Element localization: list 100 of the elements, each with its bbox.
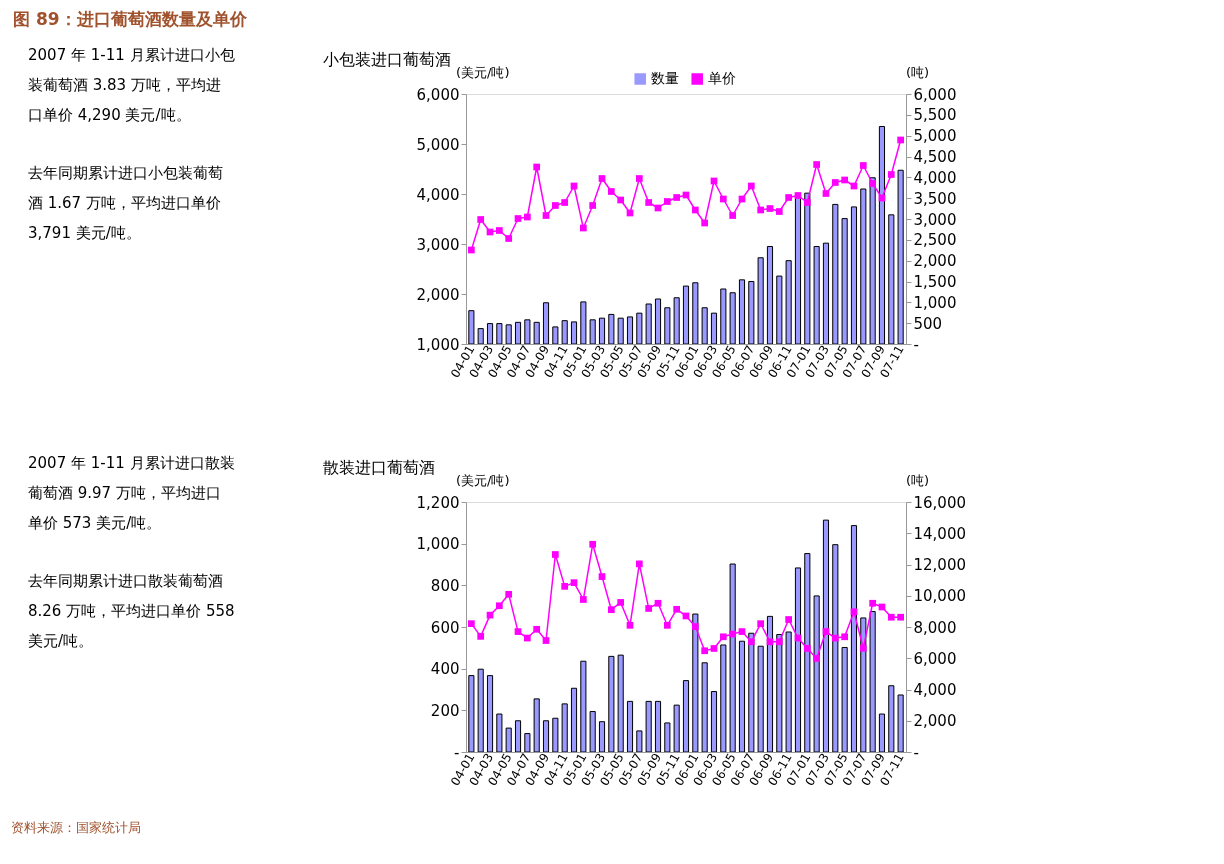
- point: [617, 196, 625, 204]
- bar: [692, 282, 699, 344]
- point: [887, 171, 895, 178]
- y-tick-label: 400: [430, 660, 460, 679]
- y-tick-label: 3,000: [416, 235, 460, 254]
- bar: [729, 563, 736, 752]
- point: [468, 620, 475, 628]
- bar: [785, 631, 792, 752]
- text: 去年同期累计进口散装葡萄酒 8.26 万吨，平均进口单价 558 美元/吨。: [28, 572, 235, 650]
- point: [850, 608, 858, 616]
- bar: [785, 260, 792, 344]
- bar: [524, 319, 531, 344]
- bar: [822, 519, 830, 752]
- point: [691, 623, 699, 630]
- y-tick-label: 600: [430, 618, 460, 637]
- point: [785, 616, 793, 623]
- point: [775, 208, 783, 215]
- y2-tick-label: 6,000: [913, 85, 957, 104]
- bar: [505, 727, 512, 752]
- bar: [561, 703, 568, 752]
- bar: [748, 281, 755, 344]
- bar: [897, 694, 904, 752]
- bar: [570, 321, 578, 344]
- point: [514, 215, 522, 222]
- bar: [486, 323, 494, 344]
- point: [701, 647, 709, 655]
- bar: [804, 553, 811, 752]
- y2-tick-label: 3,000: [913, 210, 957, 229]
- bar: [878, 713, 886, 752]
- y2-axis-title: (吨): [906, 473, 930, 488]
- point: [701, 219, 709, 227]
- y2-tick-label: 2,000: [913, 712, 957, 731]
- point: [589, 540, 597, 548]
- point: [589, 202, 597, 209]
- y2-tick-label: 10,000: [913, 587, 966, 606]
- text: 2007 年 1-11 月累计进口小包装葡萄酒 3.83 万吨，平均进口单价 4,290 美元/吨。: [28, 46, 235, 124]
- bar: [589, 319, 596, 344]
- y-tick-label: 6,000: [416, 85, 460, 104]
- y-tick-label: -: [454, 743, 460, 762]
- bar: [552, 326, 559, 344]
- bar: [822, 242, 830, 344]
- point: [533, 163, 541, 171]
- point: [841, 633, 848, 641]
- y2-tick-label: 5,500: [913, 106, 957, 125]
- bar: [468, 310, 475, 344]
- bar: [720, 644, 727, 752]
- point: [803, 645, 811, 652]
- point: [635, 560, 643, 568]
- point: [533, 625, 541, 633]
- point: [897, 613, 904, 621]
- point: [729, 630, 737, 638]
- y2-tick-label: 2,000: [913, 252, 957, 271]
- point: [673, 605, 681, 613]
- bar: [748, 632, 755, 752]
- caption: 图 89：进口葡萄酒数量及单价: [13, 9, 248, 29]
- point: [813, 161, 820, 168]
- point: [747, 182, 755, 190]
- bar: [710, 691, 718, 752]
- bar: [897, 169, 904, 344]
- point: [645, 199, 653, 206]
- point: [635, 175, 643, 182]
- y2-tick-label: 500: [913, 314, 943, 333]
- bar: [598, 317, 606, 344]
- point: [766, 638, 774, 646]
- point: [673, 194, 681, 201]
- y-tick-label: 2,000: [416, 285, 460, 304]
- point: [738, 628, 746, 635]
- bar: [570, 687, 578, 752]
- bar: [682, 285, 690, 344]
- point: [607, 606, 615, 614]
- point: [869, 599, 876, 607]
- y2-tick-label: 3,500: [913, 189, 957, 208]
- y2-tick-label: -: [913, 743, 919, 762]
- y2-tick-label: 2,500: [913, 231, 957, 250]
- y2-tick-label: 12,000: [913, 556, 966, 574]
- point: [663, 621, 671, 629]
- y-axis-title: (美元/吨): [456, 473, 510, 488]
- bar: [608, 655, 615, 752]
- point: [869, 180, 876, 187]
- point: [719, 195, 727, 203]
- point: [831, 179, 839, 186]
- bar: [496, 323, 503, 344]
- y2-tick-label: 14,000: [913, 524, 966, 543]
- bar: [757, 257, 764, 344]
- point: [654, 599, 662, 607]
- bar: [617, 654, 624, 752]
- y-axis-title: (美元/吨): [456, 65, 510, 80]
- point: [803, 199, 811, 206]
- bar: [580, 660, 587, 752]
- bar: [738, 279, 746, 344]
- y2-tick-label: 4,000: [913, 168, 957, 187]
- bar: [878, 126, 886, 344]
- point: [710, 645, 718, 652]
- point: [822, 190, 830, 197]
- point: [561, 199, 569, 206]
- bar: [477, 668, 484, 752]
- point: [691, 206, 699, 214]
- bar: [654, 298, 662, 344]
- y2-axis-title: (吨): [906, 65, 930, 80]
- point: [757, 206, 765, 214]
